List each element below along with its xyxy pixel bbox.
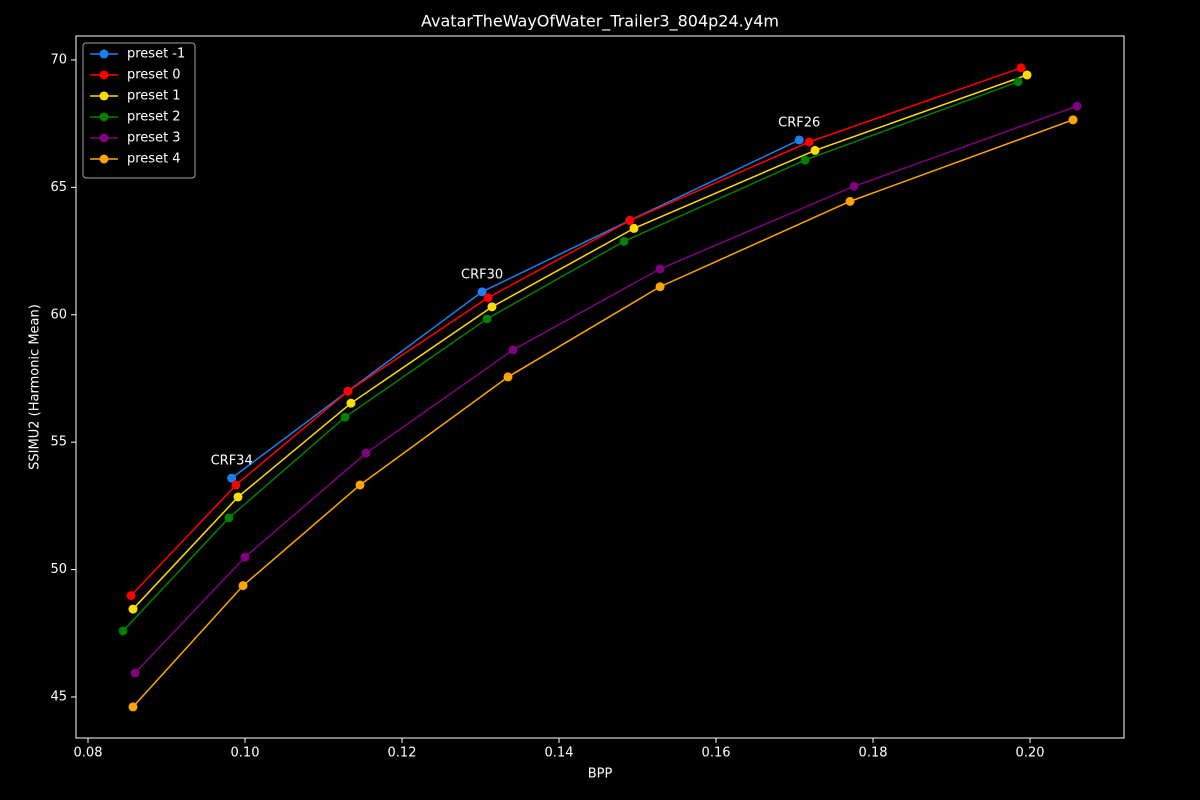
x-tick-label: 0.16 [702, 746, 731, 761]
data-point [240, 552, 250, 562]
data-point [128, 702, 138, 712]
legend-label: preset 1 [127, 89, 181, 104]
legend-marker [99, 91, 109, 101]
data-point [231, 480, 241, 490]
data-point [655, 282, 665, 292]
y-tick-label: 70 [50, 52, 67, 67]
legend-label: preset 4 [127, 152, 181, 167]
legend: preset -1 preset 0 preset 1 preset 2 preset … [82, 42, 196, 179]
data-point [655, 264, 665, 274]
data-point [619, 236, 629, 246]
data-point [625, 215, 635, 225]
data-point [346, 398, 356, 408]
legend-marker [99, 154, 109, 164]
legend-label: preset 2 [127, 110, 181, 125]
legend-marker [99, 49, 109, 59]
x-axis-label: BPP [588, 767, 613, 782]
data-point [361, 448, 371, 458]
data-point [804, 137, 814, 147]
series [128, 70, 1032, 614]
y-tick-label: 45 [50, 689, 67, 704]
legend-marker [99, 133, 109, 143]
legend-marker [99, 70, 109, 80]
data-point [483, 293, 493, 303]
data-point [487, 302, 497, 312]
data-point [355, 480, 365, 490]
x-tick-label: 0.12 [388, 746, 417, 761]
data-point [629, 223, 639, 233]
data-point [1072, 101, 1082, 111]
data-point [1016, 63, 1026, 73]
annotation: CRF26 [778, 115, 820, 130]
series [130, 101, 1082, 678]
series [128, 115, 1078, 712]
annotation: CRF34 [211, 454, 253, 469]
y-tick-label: 65 [50, 180, 67, 195]
data-point [128, 604, 138, 614]
data-point [800, 155, 810, 165]
y-tick-label: 55 [50, 435, 67, 450]
data-point [508, 345, 518, 355]
legend-box [82, 42, 196, 179]
data-point [343, 386, 353, 396]
data-point [340, 412, 350, 422]
data-point [238, 581, 248, 591]
data-point [1068, 115, 1078, 125]
data-point [130, 668, 140, 678]
annotation: CRF30 [461, 267, 503, 282]
data-point [227, 473, 237, 483]
series [118, 77, 1023, 636]
y-tick-label: 60 [50, 307, 67, 322]
data-point [1022, 70, 1032, 80]
series [126, 63, 1026, 601]
data-point [482, 314, 492, 324]
data-point [126, 591, 136, 601]
data-point [845, 196, 855, 206]
x-tick-label: 0.14 [545, 746, 574, 761]
x-tick-label: 0.10 [231, 746, 260, 761]
legend-label: preset 0 [127, 68, 181, 83]
data-point [477, 287, 487, 297]
data-point [810, 145, 820, 155]
y-tick-label: 50 [50, 562, 67, 577]
data-point [503, 372, 513, 382]
legend-marker [99, 112, 109, 122]
x-tick-label: 0.08 [74, 746, 103, 761]
legend-label: preset 3 [127, 131, 181, 146]
plot-frame [75, 35, 1125, 739]
y-axis-label: SSIMU2 (Harmonic Mean) [28, 304, 43, 470]
data-point [233, 492, 243, 502]
chart-title: AvatarTheWayOfWater_Trailer3_804p24.y4m [421, 12, 779, 32]
legend-label: preset -1 [127, 47, 185, 62]
data-point [224, 513, 234, 523]
x-tick-label: 0.18 [859, 746, 888, 761]
data-point [118, 626, 128, 636]
data-point [1013, 77, 1023, 87]
x-tick-label: 0.20 [1016, 746, 1045, 761]
data-point [849, 181, 859, 191]
data-point [794, 135, 804, 145]
